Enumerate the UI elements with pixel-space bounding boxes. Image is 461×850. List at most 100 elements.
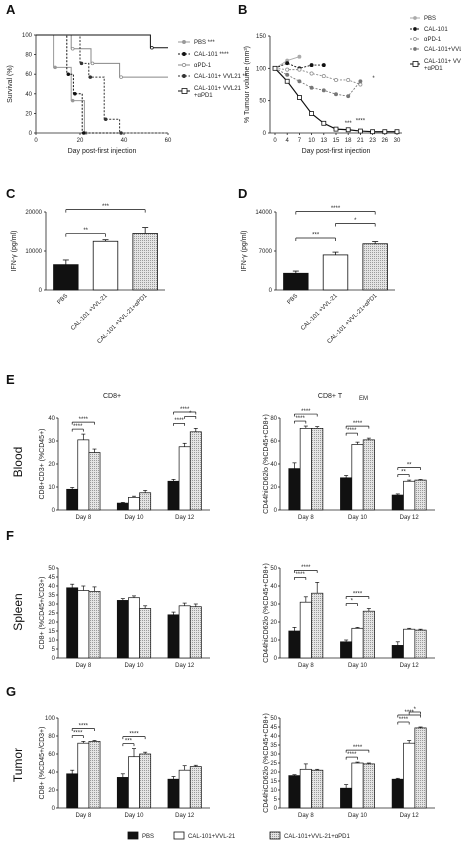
data-point [333,126,339,132]
bar [288,775,301,809]
y-tick-label: 40 [270,734,277,740]
y-tick-label: 7000 [259,249,273,255]
bar [128,497,140,511]
x-tick-label: Day 10 [348,515,368,521]
y-tick-label: 14000 [255,210,272,216]
y-tick-label: 80 [48,734,55,740]
significance-label: **** [353,421,363,427]
x-tick-label: Day 12 [175,663,195,669]
y-tick-label: 25 [270,761,277,767]
panel-label: A [6,2,16,17]
x-tick-label: 23 [369,138,376,144]
data-point [321,74,326,79]
survival-line [36,34,168,134]
bar [299,768,312,809]
bar [178,769,191,809]
y-tick-label: 45 [270,725,277,731]
significance-label: **** [301,565,311,571]
series-line [274,67,397,133]
y-tick-label: 10 [48,638,55,644]
data-point [309,63,314,68]
y-tick-label: 20000 [25,210,42,216]
x-tick-label: PBS [57,293,70,306]
bar [362,610,375,659]
y-tick-label: 0 [269,288,273,294]
y-tick-label: 20 [270,485,277,491]
survival-marker [70,46,75,51]
survival-marker [81,131,86,135]
legend-swatch [173,831,185,840]
y-axis-label: CD44hiCD62lo (%CD45+CD8+) [263,563,270,663]
data-point [334,92,338,97]
y-tick-label: 50 [48,566,55,572]
legend-marker [413,37,417,41]
bar [351,444,364,511]
bar [66,488,79,511]
bar [340,787,353,809]
legend-swatch [269,831,281,840]
y-axis-label: CD8+ (%CD45+/CD3+) [39,577,46,650]
y-tick-label: 25 [48,611,55,617]
x-tick-label: Day 12 [175,515,195,521]
bar [362,763,375,809]
x-tick-label: Day 8 [75,663,91,669]
data-point [334,78,338,82]
significance-label: ** [401,469,406,475]
bar [283,272,309,291]
data-point [309,71,314,76]
bar [167,778,180,809]
y-tick-label: 60 [270,439,277,445]
y-tick-label: 45 [48,575,55,581]
y-tick-label: 40 [25,92,32,98]
x-tick-label: CAL-101 +VVL-21 [70,293,109,332]
bar [116,777,129,809]
y-tick-label: 30 [48,602,55,608]
y-tick-label: 100 [45,716,56,722]
y-tick-label: 30 [48,439,55,445]
significance-label: **** [347,428,357,434]
x-tick-label: 4 [286,138,290,144]
x-tick-label: Day 10 [124,663,144,669]
x-tick-label: Day 10 [348,813,368,819]
bar [139,608,152,659]
bar [88,741,101,809]
y-tick-label: 0 [52,508,56,514]
series-line [274,62,324,69]
y-axis-label: CD8+ (%CD45+/CD3+) [39,727,46,800]
bar [77,439,90,511]
x-tick-label: Day 10 [124,813,144,819]
bar [311,592,324,659]
y-tick-label: 50 [270,566,277,572]
x-tick-label: Day 10 [348,663,368,669]
bar [116,502,129,511]
bar [167,614,180,659]
survival-marker [53,65,57,70]
legend-label: PBS [424,16,436,22]
row-label: Blood [11,447,25,478]
x-tick-label: Day 8 [298,515,314,521]
bar [288,630,301,659]
data-point [321,88,326,93]
legend-marker [182,52,186,56]
x-tick-label: 15 [333,138,340,144]
significance-label: ** [83,228,88,234]
y-axis-label: IFN-γ (pg/ml) [241,231,248,272]
bar [88,452,101,511]
data-point [272,65,278,71]
row-label: Tumor [11,748,25,782]
x-tick-label: 7 [298,138,302,144]
y-tick-label: 20 [270,770,277,776]
y-tick-label: 0 [263,131,267,137]
y-tick-label: 60 [25,72,32,78]
data-point [321,63,326,68]
legend-label: PBS *** [194,40,215,46]
significance-label: **** [331,206,341,212]
survival-marker [73,92,77,96]
legend-marker [413,27,417,31]
y-tick-label: 0 [29,131,33,137]
significance-label: **** [79,417,89,423]
survival-marker [79,61,84,66]
survival-marker [66,72,71,76]
legend-marker [182,74,186,78]
bar [77,742,90,809]
